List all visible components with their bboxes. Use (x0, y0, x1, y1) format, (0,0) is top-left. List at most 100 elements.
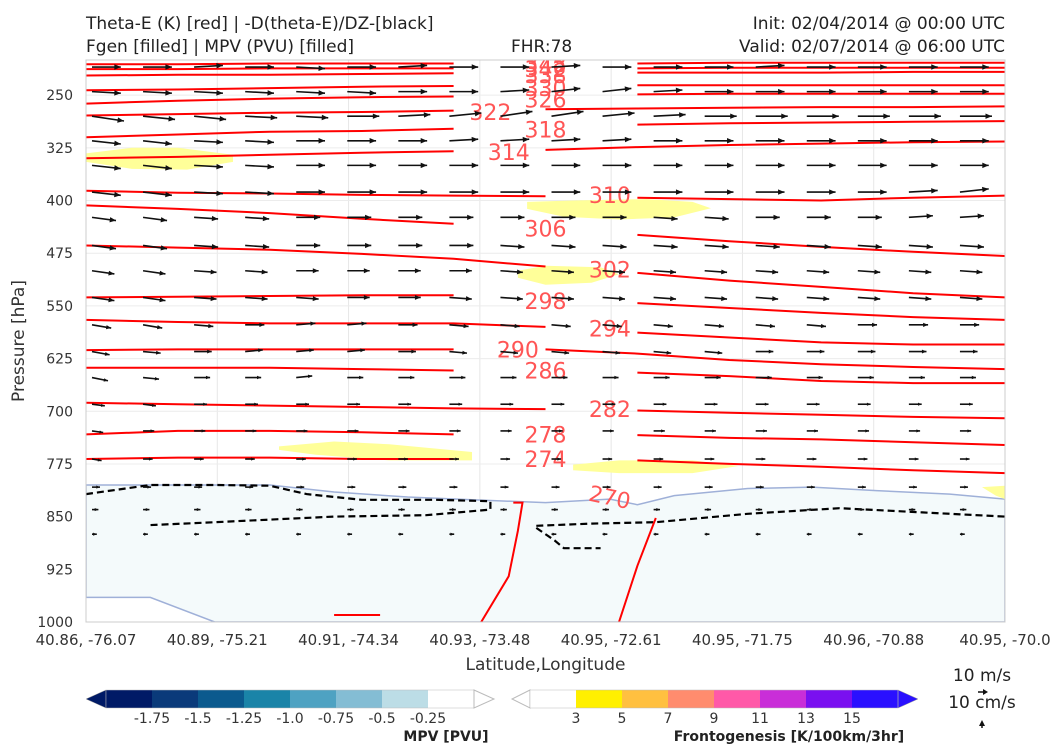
wind-arrow (602, 429, 614, 433)
mpv-colorbar-cell (198, 690, 245, 708)
wind-arrow (398, 322, 418, 327)
wind-arrow (704, 350, 723, 355)
wind-arrow (755, 138, 785, 144)
wind-arrow (908, 213, 933, 219)
wind-arrow (653, 485, 662, 489)
wind-arrow (347, 485, 356, 489)
wind-arrow (449, 296, 472, 302)
isentrope-line (637, 61, 1005, 65)
wind-arrow (143, 457, 153, 461)
mpv-tick-label: -1.0 (276, 711, 303, 727)
wind-arrow (296, 485, 305, 489)
wind-arrow (653, 244, 678, 250)
wind-arrow (500, 64, 530, 70)
wind-arrow (959, 186, 989, 193)
fgen-tick-label: 15 (843, 711, 861, 727)
wind-arrow (398, 402, 412, 406)
fgen-colorbar-cell (622, 690, 669, 708)
x-tick-label: 40.95, -70.0 (959, 631, 1050, 649)
wind-arrow (449, 110, 482, 117)
fgen-colorbar-cell (852, 690, 899, 708)
mpv-colorbar-label: MPV [PVU] (403, 729, 488, 745)
wind-arrow (347, 214, 372, 220)
wind-arrow (245, 296, 268, 302)
wind-arrow (347, 402, 361, 406)
wind-arrow (142, 216, 168, 223)
wind-arrow (959, 113, 992, 119)
wind-arrow (91, 115, 125, 123)
wind-arrow (704, 113, 737, 119)
wind-arrow (857, 64, 887, 70)
wind-arrow (143, 64, 172, 70)
wind-arrow (449, 350, 468, 355)
wind-arrow (296, 214, 321, 220)
wind-arrow (653, 162, 683, 169)
isentrope-line (86, 318, 546, 328)
wind-arrow (908, 296, 932, 302)
wind-arrow (551, 269, 574, 275)
isentrope-label: 314 (488, 141, 530, 166)
isentrope-line (86, 189, 546, 198)
isentrope-label: 338 (525, 64, 567, 89)
wind-arrow (857, 113, 890, 119)
wind-arrow (500, 162, 530, 169)
fgen-tick-label: 11 (751, 711, 769, 727)
wind-arrow (296, 532, 302, 536)
fgen-colorbar-cell (668, 690, 715, 708)
wind-arrow (704, 532, 710, 536)
fgen-colorbar-cell (806, 690, 853, 708)
wind-arrow (806, 214, 831, 220)
wind-arrow (908, 162, 938, 169)
wind-arrow (398, 162, 428, 169)
isentrope-line (637, 459, 1005, 475)
wind-arrow (296, 321, 316, 326)
wind-arrow (92, 508, 99, 512)
wind-arrow (194, 457, 204, 461)
mpv-tick-label: -1.25 (226, 711, 262, 727)
isentrope-line (86, 429, 454, 436)
mpv-tick-label: -1.75 (134, 711, 170, 727)
isentrope-line (86, 204, 454, 225)
wind-arrow (500, 402, 514, 406)
wind-arrow (806, 162, 836, 169)
y-tick-label: 250 (46, 88, 73, 104)
wind-arrow (653, 138, 683, 144)
isentrope-label: 310 (589, 184, 631, 209)
wind-arrow (857, 189, 887, 195)
isentrope-line (637, 70, 1005, 74)
wind-arrow (194, 375, 211, 380)
isentrope-line (637, 271, 1005, 299)
frontogenesis-region (86, 147, 233, 170)
wind-arrow (755, 296, 779, 302)
wind-arrow (296, 508, 303, 512)
wind-arrow (398, 429, 410, 433)
wind-arrow (806, 485, 815, 489)
wind-arrow (347, 375, 364, 380)
wind-arrow (755, 429, 767, 433)
isentrope-line (637, 434, 1005, 446)
wind-arrow (500, 269, 523, 275)
wind-arrow (347, 532, 353, 536)
wind-arrow (551, 457, 562, 461)
wind-arrow (857, 244, 882, 250)
wind-arrow (857, 88, 887, 95)
wind-arrow (602, 244, 627, 250)
wind-arrow (602, 189, 632, 195)
wind-arrow (602, 214, 627, 220)
wind-arrow (755, 63, 785, 69)
wind-arrow (755, 323, 775, 329)
isentrope-line (637, 120, 1005, 126)
fgen-tick-label: 13 (797, 711, 815, 727)
wind-arrow (449, 429, 461, 433)
mpv-tick-label: -0.25 (410, 711, 446, 727)
isentrope-line (86, 72, 454, 77)
wind-arrow (653, 532, 659, 536)
wind-arrow (806, 429, 818, 433)
vector-ref-horizontal: 10 m/s (953, 666, 1011, 686)
wind-arrow (143, 429, 155, 433)
mpv-colorbar-cell (152, 690, 199, 708)
wind-arrow (908, 188, 938, 194)
wind-arrow (704, 508, 712, 512)
wind-arrow (908, 269, 932, 275)
wind-arrow (806, 244, 831, 250)
